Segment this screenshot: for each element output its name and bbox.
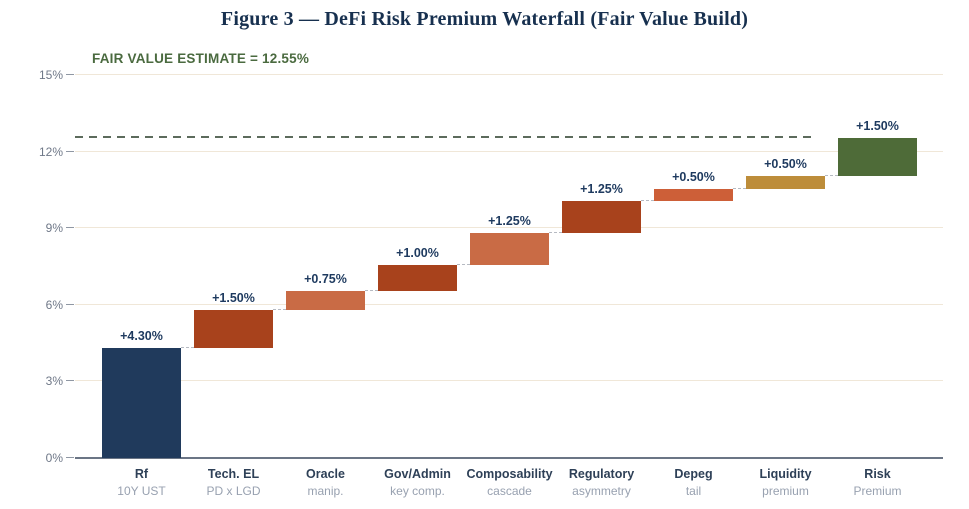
waterfall-connector: [549, 232, 562, 234]
bar-regulatory: [562, 201, 641, 234]
waterfall-connector: [733, 187, 746, 189]
category-label: Depeg tail: [674, 466, 712, 500]
category-label-sub: premium: [762, 484, 809, 498]
y-tick-mark: [66, 457, 74, 458]
category-label: Regulatory asymmetry: [569, 466, 634, 500]
y-tick-label: 12%: [38, 144, 63, 159]
fair-value-annotation: FAIR VALUE ESTIMATE = 12.55%: [92, 51, 310, 66]
category-label-sub: Premium: [853, 484, 902, 498]
y-tick-label: 3%: [45, 374, 63, 389]
category-label-main: Depeg: [674, 467, 713, 481]
category-label-sub: 10Y UST: [117, 484, 166, 498]
figure-title: Figure 3 — DeFi Risk Premium Waterfall (…: [220, 8, 749, 30]
bar-value-label: +0.50%: [764, 156, 807, 171]
waterfall-connector: [181, 347, 194, 349]
category-label: Rf 10Y UST: [117, 466, 165, 500]
waterfall-connector: [825, 174, 838, 176]
bar-value-label: +4.30%: [120, 329, 163, 344]
y-tick-mark: [66, 74, 74, 75]
category-label-main: Gov/Admin: [384, 467, 451, 481]
category-label-sub: PD x LGD: [206, 484, 261, 498]
category-label-sub: cascade: [487, 484, 532, 498]
bar-composability: [470, 233, 549, 266]
category-label-sub: key comp.: [390, 484, 445, 498]
bar-value-label: +1.00%: [396, 246, 439, 261]
gridline: [75, 74, 943, 75]
bar-liquidity: [746, 175, 825, 189]
y-tick-label: 15%: [38, 68, 63, 82]
category-label-sub: manip.: [307, 484, 344, 498]
category-label-main: Liquidity: [759, 467, 812, 481]
waterfall-connector: [273, 308, 286, 310]
bar-tech-el: [194, 309, 273, 349]
waterfall-plot-area: 0% 3% 6% 9% 12% 15% +4.30% Rf 10Y UST +1.50% Tech.…: [39, 68, 943, 498]
category-label: Risk Premium: [853, 466, 901, 500]
y-tick-label: 9%: [45, 221, 63, 236]
gridline: [75, 303, 943, 305]
y-tick-label: 6%: [45, 297, 63, 312]
category-label-sub: asymmetry: [572, 484, 631, 498]
bar-gov-admin: [378, 265, 457, 291]
gridline: [75, 150, 943, 152]
category-label-main: Regulatory: [568, 467, 635, 481]
category-label: Liquidity premium: [759, 466, 811, 500]
bar-risk: [838, 137, 917, 176]
waterfall-connector: [457, 264, 470, 266]
bar-value-label: +1.50%: [212, 290, 255, 305]
fair-value-line: [75, 135, 817, 138]
waterfall-connector: [365, 289, 378, 291]
y-tick-mark: [66, 303, 74, 305]
category-label-main: Risk: [864, 467, 891, 481]
bar-value-label: +1.25%: [488, 214, 531, 229]
x-axis-line: [75, 457, 943, 459]
category-label: Gov/Admin key comp.: [384, 466, 451, 500]
category-label: Composability cascade: [466, 466, 552, 500]
category-label-main: Composability: [466, 467, 553, 481]
bar-value-label: +1.25%: [580, 182, 623, 197]
category-label: Oracle manip.: [306, 466, 345, 500]
y-tick-mark: [66, 380, 74, 382]
category-label: Tech. EL PD x LGD: [206, 466, 260, 500]
category-label-main: Rf: [134, 467, 149, 481]
category-label-sub: tail: [685, 484, 702, 498]
bar-rf: [102, 348, 181, 458]
bar-depeg: [654, 188, 733, 202]
bar-value-label: +0.50%: [672, 169, 715, 184]
gridline: [75, 380, 943, 382]
bar-value-label: +0.75%: [304, 271, 347, 286]
category-label-main: Oracle: [306, 467, 345, 481]
waterfall-connector: [641, 200, 654, 202]
y-tick-mark: [66, 150, 74, 152]
gridline: [75, 227, 943, 229]
y-tick-label: 0%: [45, 451, 63, 465]
category-label-main: Tech. EL: [207, 467, 260, 481]
y-tick-mark: [66, 227, 74, 229]
bar-value-label: +1.50%: [856, 118, 899, 133]
bar-oracle: [286, 290, 365, 310]
